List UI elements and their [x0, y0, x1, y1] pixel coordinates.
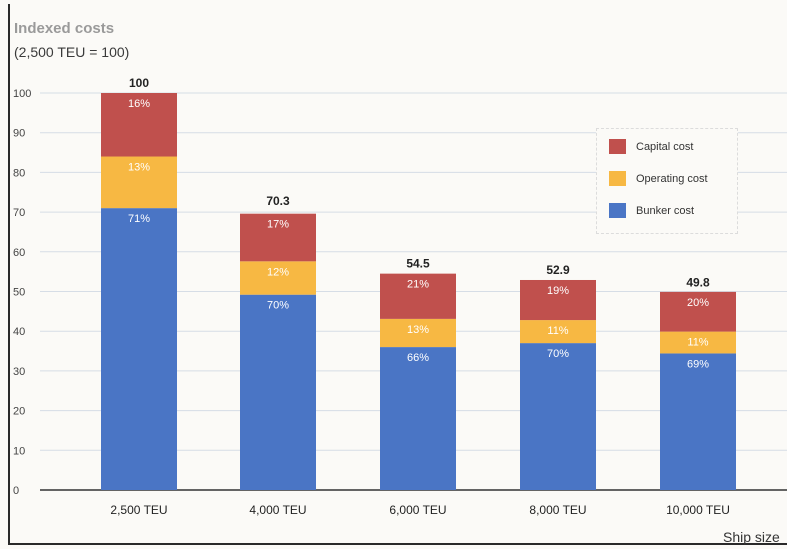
- x-tick-label-4: 10,000 TEU: [666, 503, 730, 517]
- share-label-bunker-cost-0: 71%: [128, 213, 150, 225]
- legend-swatch-capital-cost: [609, 139, 626, 154]
- legend-swatch-operating-cost: [609, 171, 626, 186]
- y-tick-label-90: 90: [13, 128, 25, 140]
- chart-frame: [8, 4, 787, 545]
- bar-operating-cost-2: [380, 318, 456, 348]
- share-label-capital-cost-1: 17%: [267, 219, 289, 231]
- y-tick-label-20: 20: [13, 406, 25, 418]
- share-label-operating-cost-4: 11%: [687, 337, 708, 349]
- share-label-bunker-cost-2: 66%: [407, 352, 429, 364]
- share-label-capital-cost-4: 20%: [687, 297, 709, 309]
- chart-title: Indexed costs: [14, 20, 115, 37]
- legend-item-bunker-cost: Bunker cost: [609, 203, 694, 218]
- bar-capital-cost-0: [101, 93, 177, 157]
- share-label-capital-cost-2: 21%: [407, 279, 429, 291]
- share-label-capital-cost-0: 16%: [128, 98, 150, 110]
- y-tick-label-60: 60: [13, 247, 25, 259]
- share-label-operating-cost-2: 13%: [407, 324, 429, 336]
- share-label-bunker-cost-4: 69%: [687, 358, 709, 370]
- bar-operating-cost-0: [101, 156, 177, 209]
- total-label-0: 100: [129, 76, 149, 90]
- bar-bunker-cost-0: [101, 208, 177, 490]
- legend: Capital cost Operating cost Bunker cost: [596, 128, 738, 234]
- bar-capital-cost-1: [240, 213, 316, 262]
- share-label-capital-cost-3: 19%: [547, 285, 569, 297]
- x-tick-label-3: 8,000 TEU: [529, 503, 586, 517]
- bar-bunker-cost-1: [240, 294, 316, 490]
- legend-label-bunker-cost: Bunker cost: [636, 204, 695, 217]
- bar-capital-cost-3: [520, 279, 596, 321]
- y-tick-label-30: 30: [13, 366, 25, 378]
- total-label-4: 49.8: [686, 275, 710, 289]
- chart-subtitle: (2,500 TEU = 100): [14, 44, 130, 60]
- bar-operating-cost-1: [240, 261, 316, 295]
- total-label-3: 52.9: [546, 263, 570, 277]
- y-tick-label-50: 50: [13, 287, 25, 299]
- y-tick-label-80: 80: [13, 167, 25, 179]
- total-label-2: 54.5: [406, 257, 430, 271]
- share-label-operating-cost-1: 12%: [267, 266, 289, 278]
- bar-capital-cost-2: [380, 273, 456, 319]
- x-tick-label-1: 4,000 TEU: [249, 503, 306, 517]
- share-label-operating-cost-3: 11%: [547, 325, 568, 337]
- legend-label-capital-cost: Capital cost: [636, 140, 694, 153]
- legend-item-operating-cost: Operating cost: [609, 171, 708, 186]
- x-tick-label-2: 6,000 TEU: [389, 503, 446, 517]
- bar-operating-cost-4: [660, 331, 736, 354]
- bar-capital-cost-4: [660, 291, 736, 332]
- share-label-bunker-cost-3: 70%: [547, 348, 569, 360]
- y-tick-label-70: 70: [13, 207, 25, 219]
- bar-bunker-cost-4: [660, 353, 736, 490]
- bar-bunker-cost-2: [380, 347, 456, 490]
- legend-label-operating-cost: Operating cost: [636, 172, 708, 185]
- legend-item-capital-cost: Capital cost: [609, 139, 693, 154]
- x-tick-label-0: 2,500 TEU: [110, 503, 167, 517]
- y-tick-label-10: 10: [13, 445, 25, 457]
- x-axis-title: Ship size: [723, 529, 780, 545]
- y-tick-label-0: 0: [13, 485, 19, 497]
- share-label-bunker-cost-1: 70%: [267, 300, 289, 312]
- bar-operating-cost-3: [520, 320, 596, 344]
- bar-bunker-cost-3: [520, 343, 596, 490]
- y-tick-label-100: 100: [13, 88, 31, 100]
- legend-swatch-bunker-cost: [609, 203, 626, 218]
- y-tick-label-40: 40: [13, 326, 25, 338]
- total-label-1: 70.3: [266, 194, 290, 208]
- share-label-operating-cost-0: 13%: [128, 162, 150, 174]
